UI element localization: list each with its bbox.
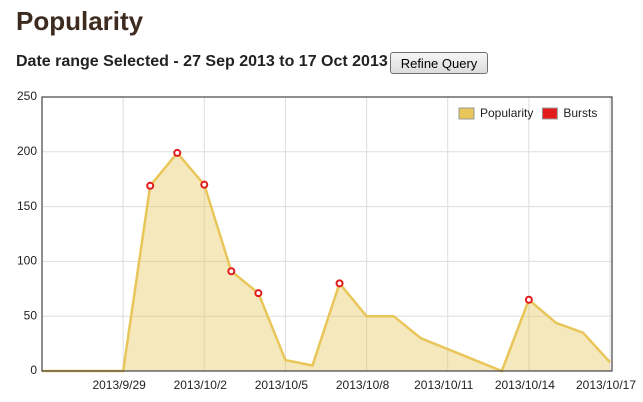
legend-swatch (541, 107, 558, 120)
y-tick-label: 100 (17, 254, 37, 268)
y-tick-label: 150 (17, 199, 37, 213)
burst-marker (335, 279, 344, 288)
burst-marker (227, 267, 236, 276)
x-tick-label: 2013/10/8 (336, 378, 390, 392)
legend-label: Bursts (563, 106, 597, 120)
x-tick-label: 2013/10/11 (414, 378, 473, 392)
burst-marker (200, 180, 209, 189)
x-tick-label: 2013/10/5 (255, 378, 309, 392)
burst-marker (254, 289, 263, 298)
x-tick-label: 2013/9/29 (92, 378, 146, 392)
y-tick-label: 0 (30, 363, 37, 377)
y-tick-label: 50 (24, 308, 38, 322)
burst-marker (173, 148, 182, 157)
plot-frame (41, 96, 613, 372)
date-range: Date range Selected - 27 Sep 2013 to 17 … (16, 53, 388, 70)
x-tick-label: 2013/10/2 (174, 378, 228, 392)
x-tick-label: 2013/10/17 (576, 378, 636, 392)
y-tick-label: 250 (17, 89, 37, 103)
legend-label: Popularity (480, 106, 533, 120)
burst-marker (146, 181, 155, 190)
y-tick-label: 200 (17, 144, 37, 158)
refine-query-button[interactable]: Refine Query (390, 52, 488, 74)
area-line (42, 150, 611, 373)
burst-marker (524, 295, 533, 304)
page-title: Popularity (16, 6, 144, 36)
legend-swatch (458, 107, 475, 120)
x-tick-label: 2013/10/14 (495, 378, 555, 392)
area-fill (42, 152, 610, 371)
